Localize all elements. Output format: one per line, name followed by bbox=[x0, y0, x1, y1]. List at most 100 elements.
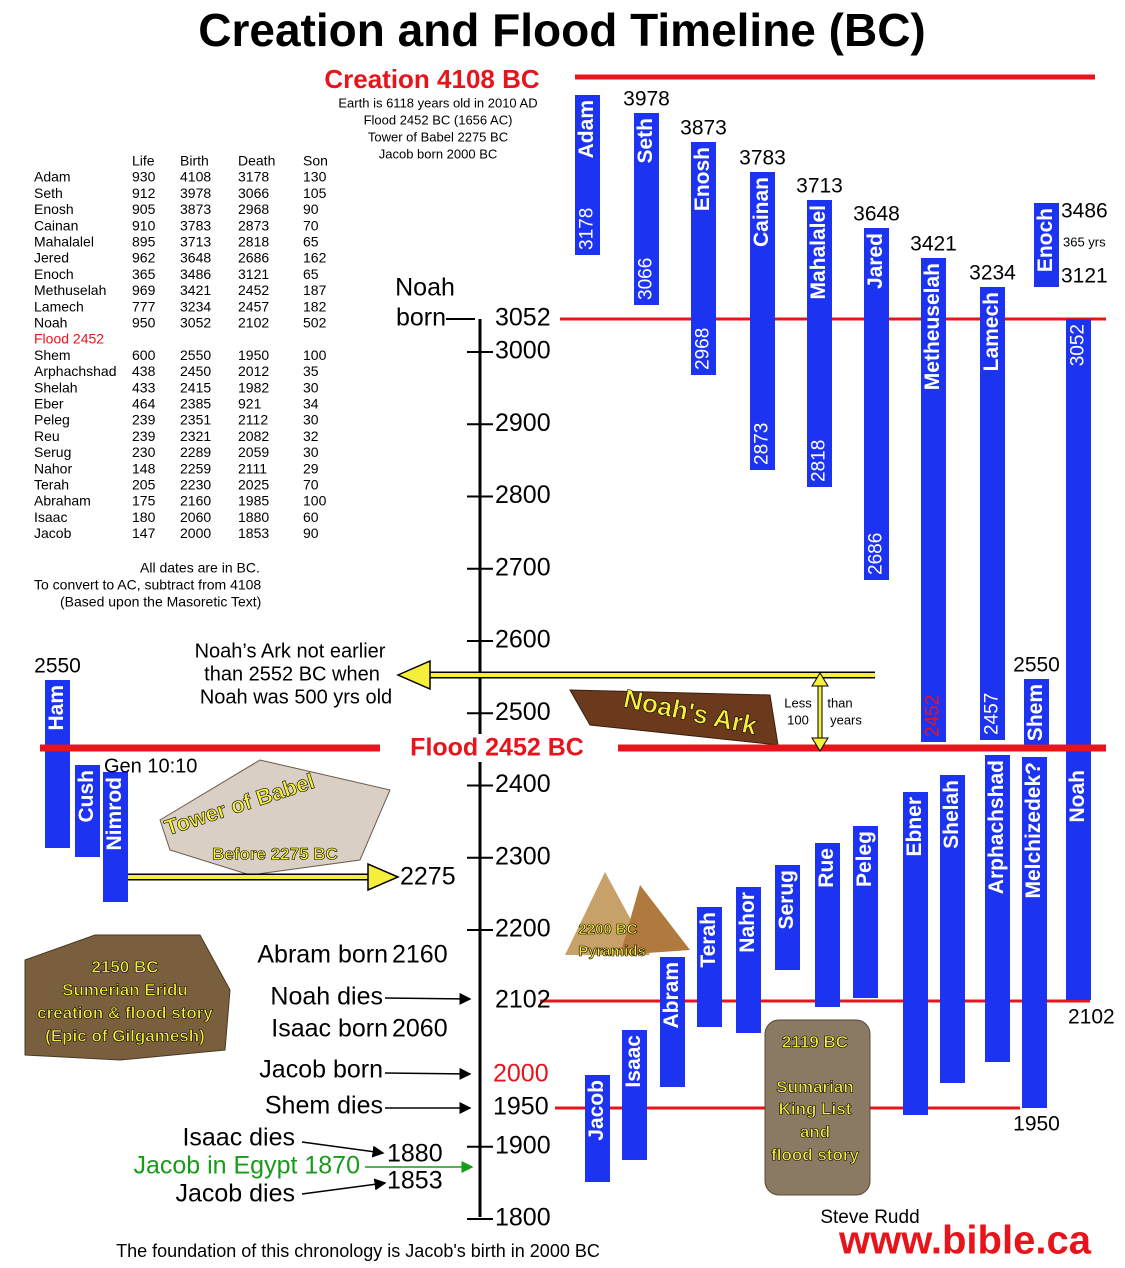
tick-label: 2800 bbox=[495, 481, 551, 509]
table-cell: 950 bbox=[132, 315, 156, 331]
span-label: years bbox=[830, 712, 862, 727]
bar-name: Enoch bbox=[1034, 208, 1057, 272]
bar-birth: 3978 bbox=[623, 88, 670, 111]
table-cell: 35 bbox=[303, 363, 319, 379]
bar-death: 2102 bbox=[1068, 1006, 1115, 1029]
table-note: (Based upon the Masoretic Text) bbox=[60, 594, 261, 610]
bar-death: 2873 bbox=[752, 423, 773, 465]
bar-name: Peleg bbox=[853, 831, 876, 887]
event-label: Jacob born bbox=[259, 1056, 383, 1084]
arrow bbox=[302, 1183, 385, 1194]
span-label: than bbox=[827, 695, 852, 710]
table-cell: 905 bbox=[132, 201, 156, 217]
table-cell: 464 bbox=[132, 396, 156, 412]
table-cell: 65 bbox=[303, 266, 319, 282]
table-cell: 3873 bbox=[180, 201, 211, 217]
table-header: Birth bbox=[180, 153, 209, 169]
bar-birth: 3234 bbox=[969, 262, 1016, 285]
table-cell: 3713 bbox=[180, 234, 211, 250]
event-year: 2275 bbox=[400, 863, 456, 891]
bar-birth: 3052 bbox=[1068, 324, 1089, 366]
arrow bbox=[385, 1073, 470, 1074]
table-cell: 2059 bbox=[238, 444, 269, 460]
event-label: born bbox=[396, 304, 446, 332]
table-cell: 921 bbox=[238, 396, 262, 412]
table-header: Life bbox=[132, 153, 155, 169]
table-cell: 2818 bbox=[238, 234, 269, 250]
table-cell: 3052 bbox=[180, 315, 211, 331]
table-cell: 2351 bbox=[180, 412, 211, 428]
note: Jacob born 2000 BC bbox=[379, 146, 498, 161]
bar-death: 2457 bbox=[982, 693, 1003, 735]
bar-birth: 3421 bbox=[910, 233, 957, 256]
tick-label: 2400 bbox=[495, 770, 551, 798]
tablet-label: 2150 BC bbox=[91, 957, 158, 976]
bar-name: Terah bbox=[697, 912, 720, 968]
event-label: Shem dies bbox=[265, 1092, 383, 1120]
table-cell: Shelah bbox=[34, 379, 78, 395]
table-cell: 100 bbox=[303, 347, 327, 363]
note: Flood 2452 BC (1656 AC) bbox=[364, 112, 513, 127]
event-year: 1880 bbox=[387, 1140, 443, 1168]
table-cell: Terah bbox=[34, 477, 69, 493]
table-cell: 2452 bbox=[238, 282, 269, 298]
table-cell: 3783 bbox=[180, 217, 211, 233]
table-cell: Shem bbox=[34, 347, 71, 363]
table-cell: Seth bbox=[34, 185, 63, 201]
table-cell: 90 bbox=[303, 201, 319, 217]
table-cell: 2321 bbox=[180, 428, 211, 444]
event-label: Jacob in Egypt 1870 bbox=[133, 1152, 360, 1180]
table-cell: 1985 bbox=[238, 493, 269, 509]
event-year: 2060 bbox=[392, 1015, 448, 1043]
table-cell: 30 bbox=[303, 379, 319, 395]
table-cell: 2102 bbox=[238, 315, 269, 331]
bar-birth: 2550 bbox=[34, 655, 81, 678]
bar-death: 3066 bbox=[636, 258, 657, 300]
table-cell: 3486 bbox=[180, 266, 211, 282]
note: Tower of Babel 2275 BC bbox=[368, 129, 508, 144]
site[interactable]: www.bible.ca bbox=[838, 1219, 1092, 1263]
table-cell: Cainan bbox=[34, 217, 78, 233]
table-cell: 70 bbox=[303, 217, 319, 233]
table-cell: 3978 bbox=[180, 185, 211, 201]
table-cell: 32 bbox=[303, 428, 319, 444]
table-cell: 30 bbox=[303, 444, 319, 460]
tablet-label: King List bbox=[779, 1099, 852, 1118]
bar-name: Melchizedek? bbox=[1022, 762, 1045, 899]
tablet-label: Sumerian Eridu bbox=[62, 980, 188, 999]
bar-name: Nahor bbox=[736, 892, 759, 953]
table-cell: Abraham bbox=[34, 493, 91, 509]
table-cell: 2259 bbox=[180, 460, 211, 476]
event-year: 2102 bbox=[495, 986, 551, 1014]
bar-name: Mahalalel bbox=[807, 205, 830, 300]
table-cell: 1982 bbox=[238, 379, 269, 395]
event-year: 2160 bbox=[392, 941, 448, 969]
tablet-label: creation & flood story bbox=[37, 1003, 213, 1022]
tablet-label: flood story bbox=[771, 1145, 859, 1164]
table-cell: 90 bbox=[303, 525, 319, 541]
pyramid-label: Pyramids bbox=[578, 943, 646, 960]
bar-birth: 3783 bbox=[739, 147, 786, 170]
bar-birth: 2550 bbox=[1013, 654, 1060, 677]
tick-label: 2900 bbox=[495, 409, 551, 437]
table-cell: Methuselah bbox=[34, 282, 106, 298]
table-cell: 147 bbox=[132, 525, 156, 541]
tick-label: 2200 bbox=[495, 915, 551, 943]
table-cell: 2082 bbox=[238, 428, 269, 444]
table-cell: 912 bbox=[132, 185, 156, 201]
bar-name: Ebner bbox=[903, 797, 926, 857]
bar-name: Noah bbox=[1066, 770, 1089, 823]
note: Earth is 6118 years old in 2010 AD bbox=[338, 95, 537, 110]
table-cell: 29 bbox=[303, 460, 319, 476]
bar-name: Arphachshad bbox=[985, 760, 1008, 894]
bar-name: Lamech bbox=[980, 292, 1003, 371]
tick-label: 2700 bbox=[495, 553, 551, 581]
table-cell: 2686 bbox=[238, 250, 269, 266]
bar-birth: 3648 bbox=[853, 203, 900, 226]
creation-label: Creation 4108 BC bbox=[324, 64, 540, 94]
table-cell: Serug bbox=[34, 444, 71, 460]
bar-name: Shem bbox=[1024, 684, 1047, 741]
table-cell: 3234 bbox=[180, 298, 211, 314]
tower-arrowhead bbox=[368, 864, 398, 890]
tick-label: 3000 bbox=[495, 337, 551, 365]
